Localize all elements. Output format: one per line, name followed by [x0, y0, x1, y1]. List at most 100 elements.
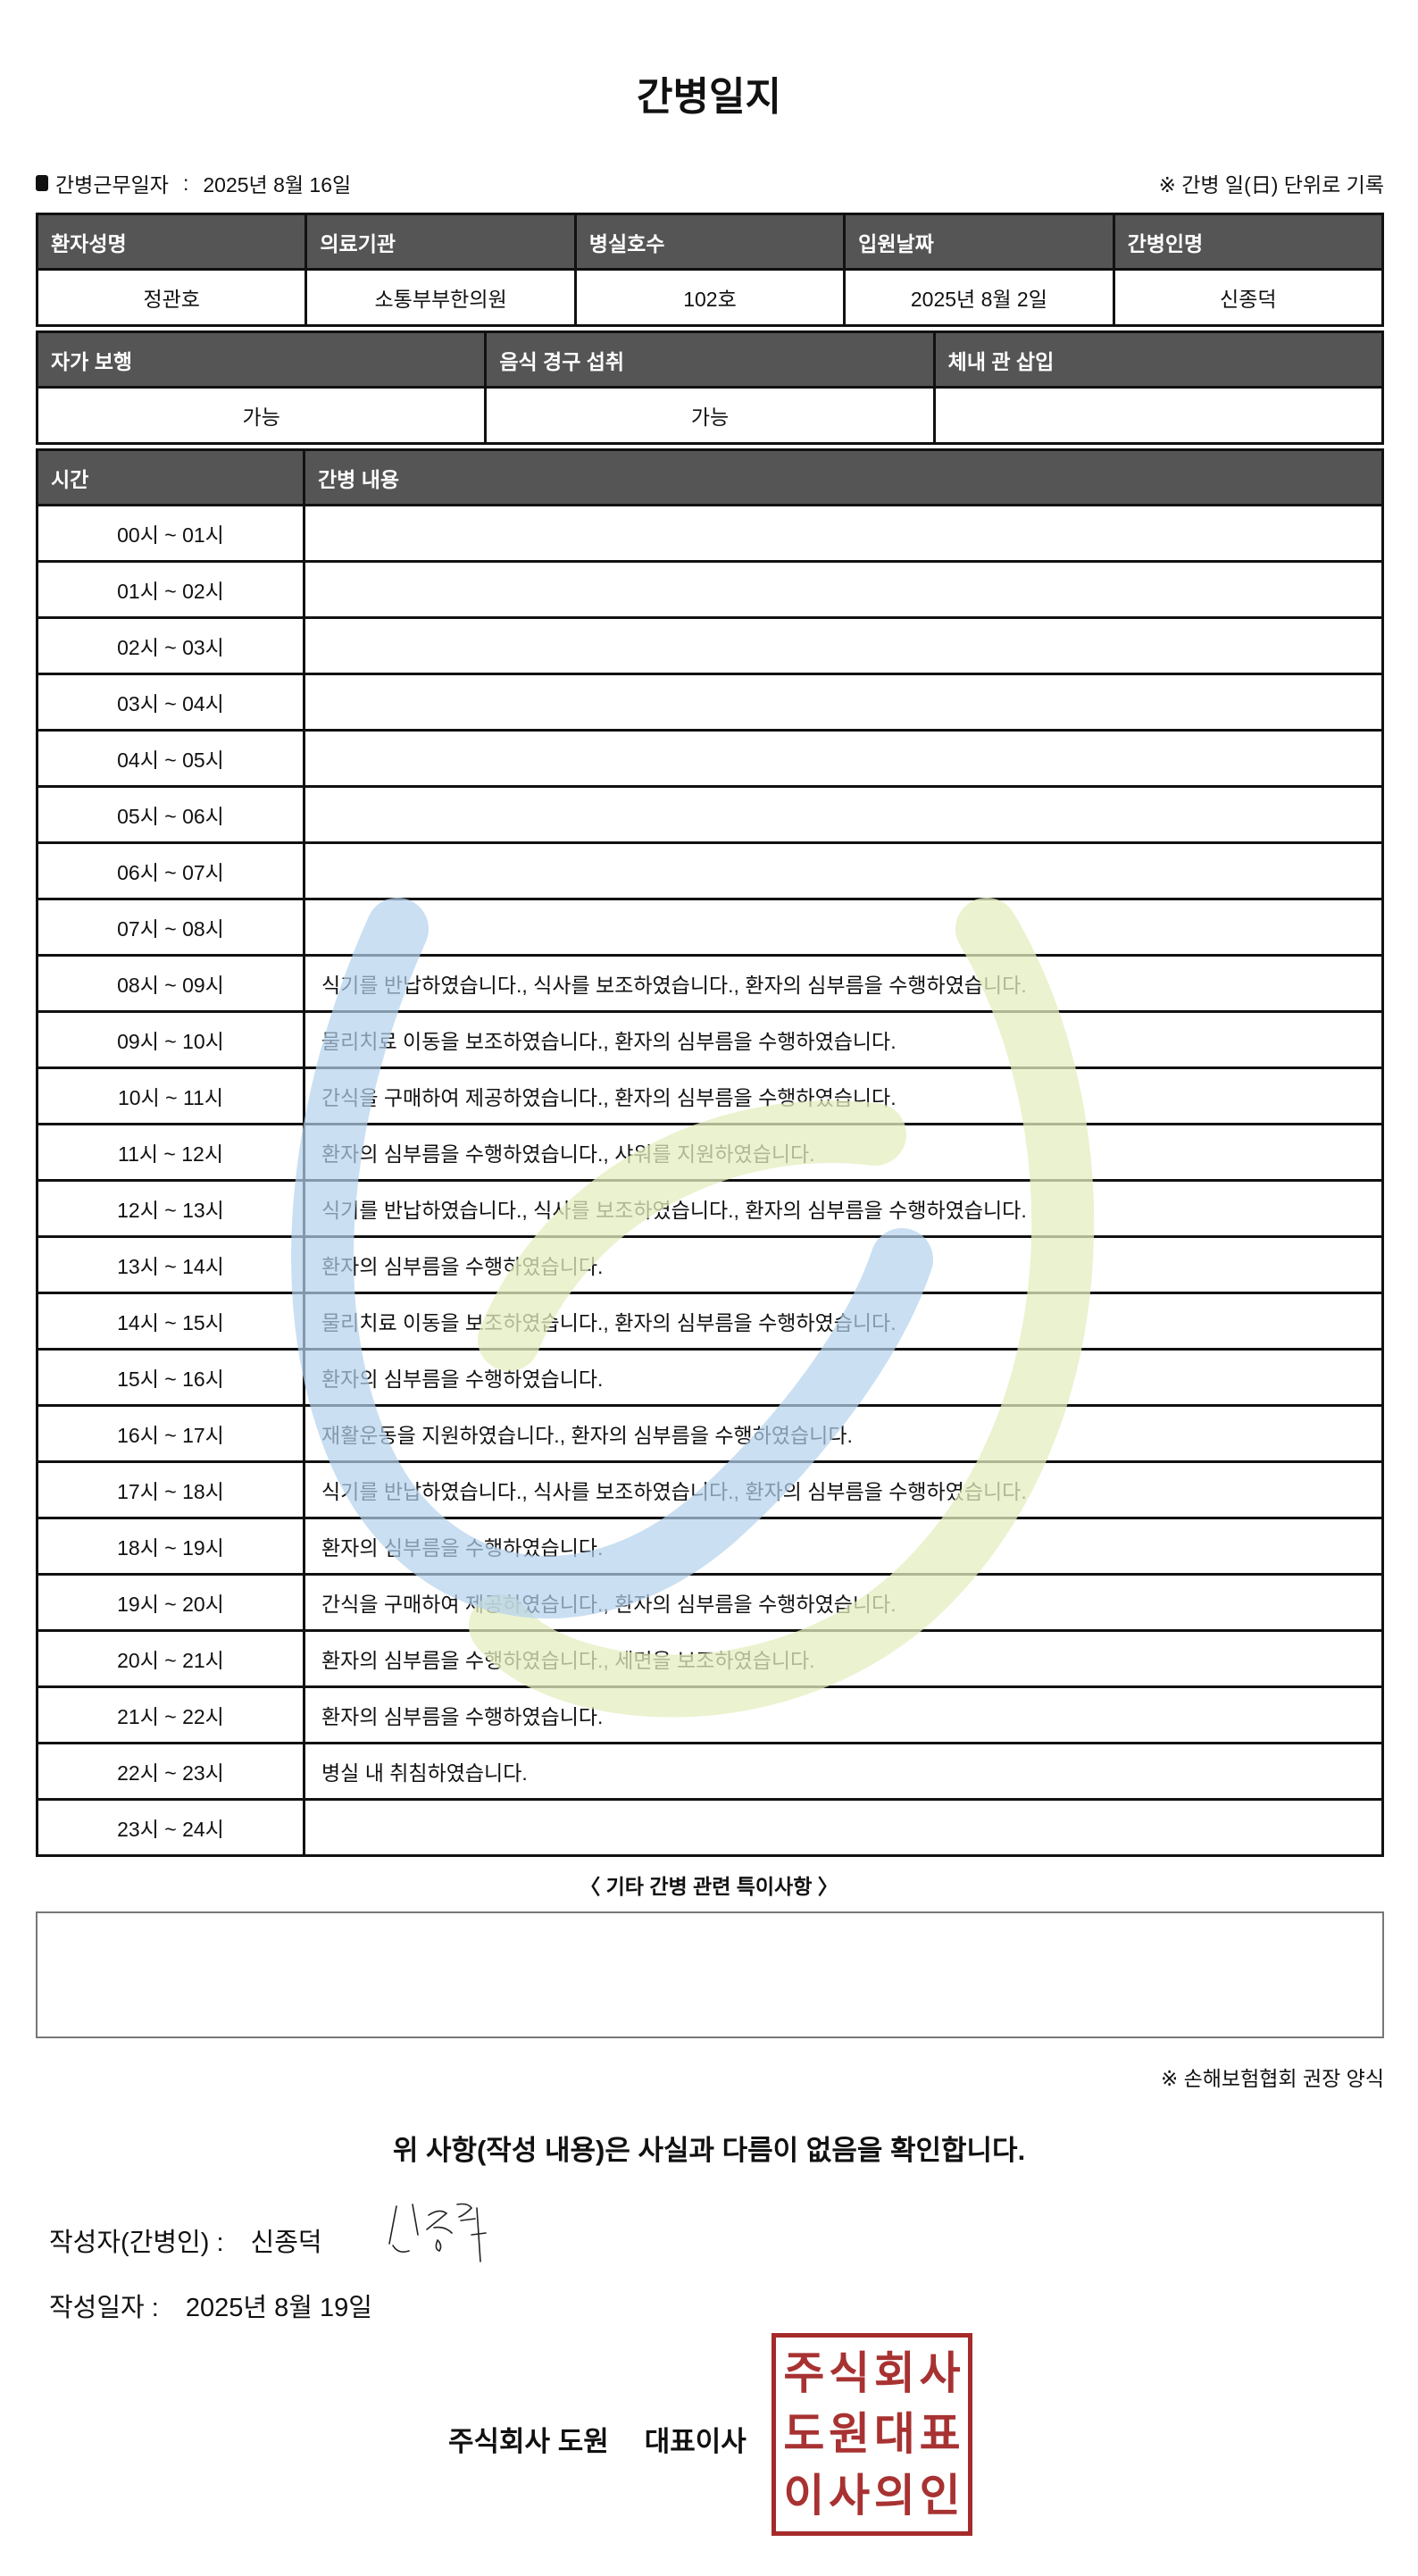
work-date-value: 2025년 8월 16일 [203, 173, 352, 197]
row-time: 02시 ~ 03시 [36, 616, 305, 675]
header-patient-name: 환자성명 [35, 213, 308, 271]
company-title: 대표이사 [644, 2426, 747, 2457]
row-care-content[interactable]: 환자의 심부름을 수행하였습니다., 세면을 보조하였습니다. [303, 1629, 1384, 1688]
seal-character: 대 [873, 2409, 915, 2460]
table-row: 03시 ~ 04시 [36, 673, 1384, 732]
row-time: 15시 ~ 16시 [36, 1348, 305, 1407]
seal-character: 사 [919, 2348, 961, 2399]
table-row: 22시 ~ 23시 병실 내 취침하였습니다. [36, 1742, 1384, 1801]
row-care-content[interactable]: 환자의 심부름을 수행하였습니다. [303, 1348, 1384, 1407]
table-row: 12시 ~ 13시 식기를 반납하였습니다., 식사를 보조하였습니다., 환자의… [36, 1179, 1384, 1238]
header-admission-date: 입원날짜 [843, 213, 1115, 271]
header-self-walking: 자가 보행 [35, 330, 488, 389]
special-notes-field[interactable] [36, 1911, 1384, 2038]
table-row: 23시 ~ 24시 [36, 1798, 1384, 1857]
table-row: 06시 ~ 07시 [36, 841, 1384, 900]
row-care-content[interactable] [303, 729, 1384, 788]
table-row: 20시 ~ 21시 환자의 심부름을 수행하였습니다., 세면을 보조하였습니다. [36, 1629, 1384, 1688]
writer-line: 작성자(간병인) : 신종덕 [49, 2221, 322, 2259]
header-caregiver: 간병인명 [1112, 213, 1385, 271]
row-care-content[interactable]: 환자의 심부름을 수행하였습니다. [303, 1235, 1384, 1294]
row-care-content[interactable]: 식기를 반납하였습니다., 식사를 보조하였습니다., 환자의 심부름을 수행하… [303, 1179, 1384, 1238]
black-square-icon [36, 175, 48, 191]
page-title: 간병일지 [637, 75, 781, 119]
row-care-content[interactable] [303, 560, 1384, 619]
header-time: 시간 [36, 448, 305, 506]
row-care-content[interactable]: 식기를 반납하였습니다., 식사를 보조하였습니다., 환자의 심부름을 수행하… [303, 954, 1384, 1013]
room[interactable]: 102호 [573, 268, 847, 327]
self-walking[interactable]: 가능 [35, 386, 488, 445]
caregiver[interactable]: 신종덕 [1112, 268, 1385, 327]
table-row: 08시 ~ 09시 식기를 반납하였습니다., 식사를 보조하였습니다., 환자의… [36, 954, 1384, 1013]
row-time: 08시 ~ 09시 [36, 954, 305, 1013]
company-name: 주식회사 도원 [448, 2426, 609, 2457]
row-care-content[interactable] [303, 504, 1384, 563]
row-care-content[interactable]: 물리치료 이동을 보조하였습니다., 환자의 심부름을 수행하였습니다. [303, 1292, 1384, 1351]
row-care-content[interactable]: 물리치료 이동을 보조하였습니다., 환자의 심부름을 수행하였습니다. [303, 1010, 1384, 1069]
patient-status-table: 자가 보행 음식 경구 섭취 체내 관 삽입 가능 가능 [35, 330, 1385, 445]
row-time: 19시 ~ 20시 [36, 1573, 305, 1632]
table-row: 16시 ~ 17시 재활운동을 지원하였습니다., 환자의 심부름을 수행하였습니… [36, 1404, 1384, 1463]
table-row: 13시 ~ 14시 환자의 심부름을 수행하였습니다. [36, 1235, 1384, 1294]
table-row: 04시 ~ 05시 [36, 729, 1384, 788]
row-care-content[interactable]: 식기를 반납하였습니다., 식사를 보조하였습니다., 환자의 심부름을 수행하… [303, 1460, 1384, 1519]
seal-character: 사 [829, 2470, 871, 2521]
row-care-content[interactable] [303, 1798, 1384, 1857]
table-row: 17시 ~ 18시 식기를 반납하였습니다., 식사를 보조하였습니다., 환자의… [36, 1460, 1384, 1519]
work-date-separator: : [182, 171, 189, 195]
patient-name[interactable]: 정관호 [35, 268, 308, 327]
row-care-content[interactable]: 환자의 심부름을 수행하였습니다. [303, 1517, 1384, 1576]
seal-character: 회 [873, 2348, 915, 2399]
row-care-content[interactable]: 병실 내 취침하였습니다. [303, 1742, 1384, 1801]
table-row: 09시 ~ 10시 물리치료 이동을 보조하였습니다., 환자의 심부름을 수행하… [36, 1010, 1384, 1069]
row-care-content[interactable] [303, 673, 1384, 732]
row-care-content[interactable] [303, 898, 1384, 957]
header-care-content: 간병 내용 [303, 448, 1384, 506]
table-row: 05시 ~ 06시 [36, 785, 1384, 844]
row-time: 09시 ~ 10시 [36, 1010, 305, 1069]
written-date-line: 작성일자 : 2025년 8월 19일 [49, 2287, 372, 2324]
header-room: 병실호수 [573, 213, 847, 271]
row-time: 12시 ~ 13시 [36, 1179, 305, 1238]
table-row: 14시 ~ 15시 물리치료 이동을 보조하였습니다., 환자의 심부름을 수행하… [36, 1292, 1384, 1351]
seal-character: 의 [873, 2470, 915, 2521]
company-signoff: 주식회사 도원 대표이사 [448, 2419, 747, 2459]
table-row: 10시 ~ 11시 간식을 구매하여 제공하였습니다., 환자의 심부름을 수행하… [36, 1066, 1384, 1125]
row-care-content[interactable] [303, 841, 1384, 900]
oral-intake[interactable]: 가능 [484, 386, 936, 445]
patient-info-table: 환자성명 의료기관 병실호수 입원날짜 간병인명 정관호 소통부부한의원 102… [35, 213, 1385, 327]
written-date-value: 2025년 8월 19일 [185, 2294, 372, 2322]
row-care-content[interactable]: 간식을 구매하여 제공하였습니다., 환자의 심부름을 수행하였습니다. [303, 1066, 1384, 1125]
table-row: 18시 ~ 19시 환자의 심부름을 수행하였습니다. [36, 1517, 1384, 1576]
row-care-content[interactable]: 환자의 심부름을 수행하였습니다. [303, 1685, 1384, 1744]
header-hospital: 의료기관 [304, 213, 577, 271]
writer-label: 작성자(간병인) : [49, 2229, 224, 2257]
row-time: 11시 ~ 12시 [36, 1123, 305, 1182]
hospital[interactable]: 소통부부한의원 [304, 268, 577, 327]
row-care-content[interactable]: 재활운동을 지원하였습니다., 환자의 심부름을 수행하였습니다. [303, 1404, 1384, 1463]
seal-character: 이 [783, 2470, 825, 2521]
row-care-content[interactable]: 간식을 구매하여 제공하였습니다., 환자의 심부름을 수행하였습니다. [303, 1573, 1384, 1632]
row-time: 04시 ~ 05시 [36, 729, 305, 788]
row-time: 23시 ~ 24시 [36, 1798, 305, 1857]
row-care-content[interactable] [303, 616, 1384, 675]
seal-character: 도 [783, 2409, 825, 2460]
row-time: 16시 ~ 17시 [36, 1404, 305, 1463]
seal-character: 식 [829, 2348, 871, 2399]
row-care-content[interactable]: 환자의 심부름을 수행하였습니다., 샤워를 지원하였습니다. [303, 1123, 1384, 1182]
row-time: 07시 ~ 08시 [36, 898, 305, 957]
table-row: 01시 ~ 02시 [36, 560, 1384, 619]
table-row: 15시 ~ 16시 환자의 심부름을 수행하였습니다. [36, 1348, 1384, 1407]
row-time: 05시 ~ 06시 [36, 785, 305, 844]
row-time: 20시 ~ 21시 [36, 1629, 305, 1688]
written-date-label: 작성일자 : [49, 2294, 159, 2322]
row-time: 03시 ~ 04시 [36, 673, 305, 732]
seal-character: 표 [919, 2409, 961, 2460]
confirmation-statement: 위 사항(작성 내용)은 사실과 다름이 없음을 확인합니다. [392, 2135, 1026, 2166]
tube-insertion[interactable] [932, 386, 1385, 445]
row-time: 14시 ~ 15시 [36, 1292, 305, 1351]
row-time: 00시 ~ 01시 [36, 504, 305, 563]
row-care-content[interactable] [303, 785, 1384, 844]
admission-date[interactable]: 2025년 8월 2일 [843, 268, 1115, 327]
